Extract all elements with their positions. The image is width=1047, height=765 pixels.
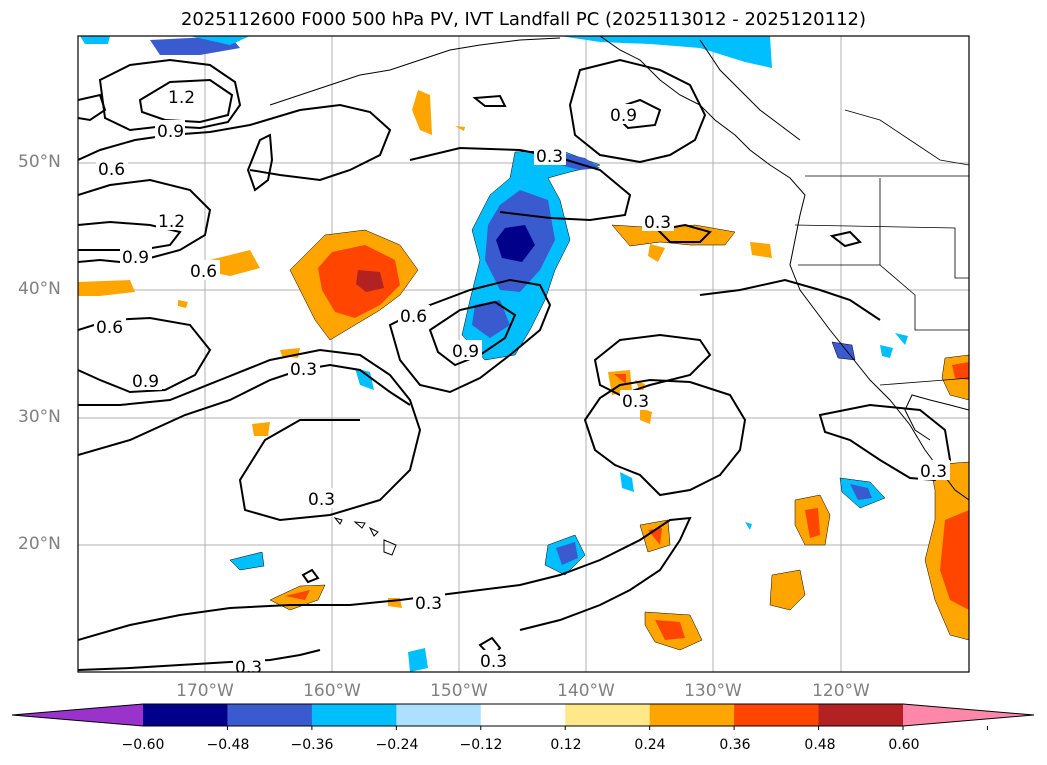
pv-contours (78, 58, 952, 671)
contour-label: 1.2 (168, 88, 195, 108)
colorbar (11, 703, 1035, 730)
colorbar-segment (396, 704, 482, 726)
map-title: 2025112600 F000 500 hPa PV, IVT Landfall… (180, 9, 867, 30)
colorbar-tick-label: 0.12 (550, 737, 582, 753)
lon-label-130w: 130°W (684, 681, 742, 701)
contour-label: 0.6 (96, 318, 123, 338)
colorbar-tick-label: −0.36 (290, 737, 334, 753)
colorbar-tick-label: 0.24 (634, 737, 666, 753)
contour-label: 0.9 (132, 372, 159, 392)
colorbar-tick-label: −0.24 (375, 737, 419, 753)
colorbar-tick-label: −0.12 (459, 737, 503, 753)
contour-label: 0.3 (622, 392, 649, 412)
contour-label: 0.3 (308, 490, 335, 510)
contour-label: 0.9 (610, 106, 637, 126)
colorbar-segment (818, 704, 904, 726)
contour-label: 0.3 (920, 462, 947, 482)
colorbar-segment (734, 704, 820, 726)
contour-label: 0.6 (190, 262, 217, 282)
contour-label: 0.9 (122, 248, 149, 268)
colorbar-segment (480, 704, 566, 726)
contour-label: 0.6 (400, 307, 427, 327)
colorbar-segment (143, 704, 228, 726)
colorbar-tick-label: 0.60 (888, 737, 920, 753)
lon-label-140w: 140°W (557, 681, 615, 701)
lon-label-160w: 160°W (303, 681, 361, 701)
colorbar-outline (11, 703, 1035, 727)
contour-label: 0.3 (480, 652, 507, 672)
colorbar-segment (565, 704, 651, 726)
hawaii-islands (333, 517, 397, 556)
colorbar-tick-label: −0.48 (206, 737, 250, 753)
contour-label: 0.9 (157, 122, 184, 142)
contour-label: 0.6 (98, 160, 125, 180)
contour-label: 0.3 (415, 594, 442, 614)
colorbar-segment (227, 704, 313, 726)
contour-label: 0.3 (290, 360, 317, 380)
colorbar-tick-label: 0.36 (719, 737, 751, 753)
lat-label-30: 30°N (18, 407, 61, 427)
contour-labels: 1.2 0.9 0.6 1.2 0.9 0.6 0.6 0.9 0.3 0.6 … (94, 86, 950, 678)
map-frame-bg (78, 36, 969, 672)
lon-label-170w: 170°W (176, 681, 234, 701)
colorbar-extend-min (12, 704, 143, 726)
map-frame (77, 35, 970, 673)
colorbar-segment (311, 704, 397, 726)
lat-label-20: 20°N (18, 534, 61, 554)
lon-label-120w: 120°W (812, 681, 870, 701)
lon-label-150w: 150°W (430, 681, 488, 701)
colorbar-segment (649, 704, 735, 726)
colorbar-tick-label: 0.48 (804, 737, 836, 753)
contour-label: 1.2 (158, 212, 185, 232)
lat-label-50: 50°N (18, 152, 61, 172)
political-borders (794, 109, 969, 386)
contour-label: 0.3 (644, 213, 671, 233)
contour-label: 0.9 (452, 342, 479, 362)
colorbar-tick-label: −0.60 (121, 737, 165, 753)
coastlines (269, 36, 969, 501)
contour-label: 0.3 (235, 658, 262, 678)
contour-label: 0.3 (536, 147, 563, 167)
lat-label-40: 40°N (18, 279, 61, 299)
colorbar-extend-max (903, 704, 1034, 726)
